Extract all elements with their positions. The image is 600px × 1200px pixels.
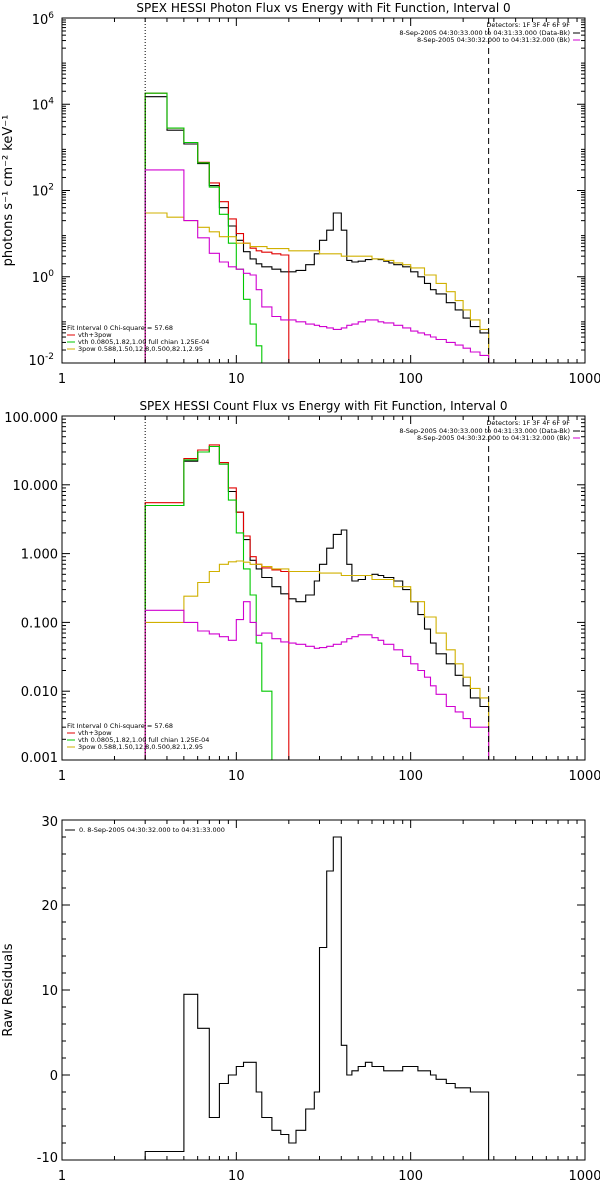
x-tick-label: 10	[228, 1169, 245, 1184]
x-tick-label: 1	[58, 769, 66, 784]
series-line-3pow	[144, 560, 490, 760]
y-tick-label: 0.010	[21, 685, 58, 700]
y-tick-label: 0.001	[21, 751, 58, 766]
legend-fit-entry: vth+3pow	[78, 331, 112, 339]
legend-entry: 0. 8-Sep-2005 04:30:32.000 to 04:31:33.0…	[79, 826, 225, 834]
chart-title: SPEX HESSI Photon Flux vs Energy with Fi…	[136, 1, 510, 15]
plot-frame	[61, 415, 586, 761]
legend-fit-entry: vth+3pow	[78, 729, 112, 737]
y-tick-label: 10-2	[28, 352, 54, 369]
y-tick-label: 100.000	[4, 411, 58, 426]
y-tick-label: -10	[37, 1151, 58, 1166]
y-tick-label: 30	[41, 815, 58, 830]
legend-title: Detectors: 1F 3F 4F 6F 9F	[486, 21, 570, 29]
y-tick-label: 20	[41, 899, 58, 914]
series-line-vth	[144, 92, 273, 363]
legend-fit: Fit Interval 0 Chi-square = 57.68vth+3po…	[67, 324, 209, 353]
x-tick-label: 10	[228, 372, 245, 387]
series-line-0-8-sep-2005-04-30-32-000-to-04-31-33-000	[144, 836, 490, 1160]
legend-entry: 8-Sep-2005 04:30:33.000 to 04:31:33.000 …	[399, 427, 570, 435]
series-line-vth	[144, 445, 273, 760]
series-line-vth-3pow	[144, 92, 290, 363]
series-line-data-bk	[144, 96, 490, 363]
series-group	[144, 836, 490, 1160]
series-line-3pow	[144, 212, 490, 363]
series-line-bk	[144, 169, 490, 363]
chart-panel-3: 1 10 100 1000 -10 0 10 20 30 Raw Residuals 0. 8-Se…	[1, 815, 600, 1184]
x-tick-label: 100	[398, 372, 423, 387]
y-tick-label: 106	[32, 11, 55, 28]
x-tick-label: 10	[228, 769, 245, 784]
y-tick-label: 10	[41, 984, 58, 999]
legend-fit: Fit Interval 0 Chi-square = 57.68vth+3po…	[67, 722, 209, 751]
y-tick-label: 0	[50, 1069, 58, 1084]
legend-fit-entry: vth 0.0805,1.82,1.00 full chian 1.25E-04	[78, 736, 209, 744]
chart-title: SPEX HESSI Count Flux vs Energy with Fit…	[139, 399, 507, 413]
plot-frame	[61, 819, 586, 1161]
y-tick-label: 100	[32, 269, 55, 286]
x-tick-label: 1000	[568, 1169, 600, 1184]
legend-top: Detectors: 1F 3F 4F 6F 9F8-Sep-2005 04:3…	[399, 419, 580, 442]
plot-frame	[61, 17, 586, 364]
legend-fit-title: Fit Interval 0 Chi-square = 57.68	[67, 722, 173, 730]
legend-fit-title: Fit Interval 0 Chi-square = 57.68	[67, 324, 173, 332]
series-line-vth-3pow	[144, 444, 290, 760]
legend-title: Detectors: 1F 3F 4F 6F 9F	[486, 419, 570, 427]
legend-top: 0. 8-Sep-2005 04:30:32.000 to 04:31:33.0…	[65, 826, 225, 834]
x-tick-label: 1000	[568, 769, 600, 784]
x-tick-label: 100	[398, 1169, 423, 1184]
series-group	[144, 444, 490, 760]
legend-top: Detectors: 1F 3F 4F 6F 9F8-Sep-2005 04:3…	[399, 21, 580, 44]
y-axis-label: Raw Residuals	[1, 943, 16, 1036]
legend-entry: 8-Sep-2005 04:30:32.000 to 04:31:32.000 …	[417, 36, 570, 44]
legend-entry: 8-Sep-2005 04:30:33.000 to 04:31:33.000 …	[399, 29, 570, 37]
x-tick-label: 1000	[568, 372, 600, 387]
legend-fit-entry: vth 0.0805,1.82,1.00 full chian 1.25E-04	[78, 338, 209, 346]
x-tick-label: 1	[58, 1169, 66, 1184]
x-tick-label: 100	[398, 769, 423, 784]
series-line-data-bk	[144, 445, 490, 760]
chart-panel-2: SPEX HESSI Count Flux vs Energy with Fit…	[4, 399, 600, 784]
chart-panel-1: SPEX HESSI Photon Flux vs Energy with Fi…	[1, 1, 600, 387]
series-line-bk	[144, 601, 490, 760]
y-tick-label: 0.100	[21, 616, 58, 631]
y-tick-label: 102	[32, 183, 54, 200]
y-tick-label: 1.000	[21, 548, 58, 563]
legend-entry: 8-Sep-2005 04:30:32.000 to 04:31:32.000 …	[417, 434, 570, 442]
y-tick-label: 104	[32, 96, 55, 113]
legend-fit-entry: 3pow 0.588,1.50,12.8,0.500,82.1,2.95	[78, 743, 203, 751]
x-tick-label: 1	[58, 372, 66, 387]
y-tick-label: 10.000	[13, 479, 59, 494]
y-axis-label: photons s⁻¹ cm⁻² keV⁻¹	[1, 115, 16, 267]
legend-fit-entry: 3pow 0.588,1.50,12.8,0.500,82.1,2.95	[78, 345, 203, 353]
series-group	[144, 92, 490, 363]
